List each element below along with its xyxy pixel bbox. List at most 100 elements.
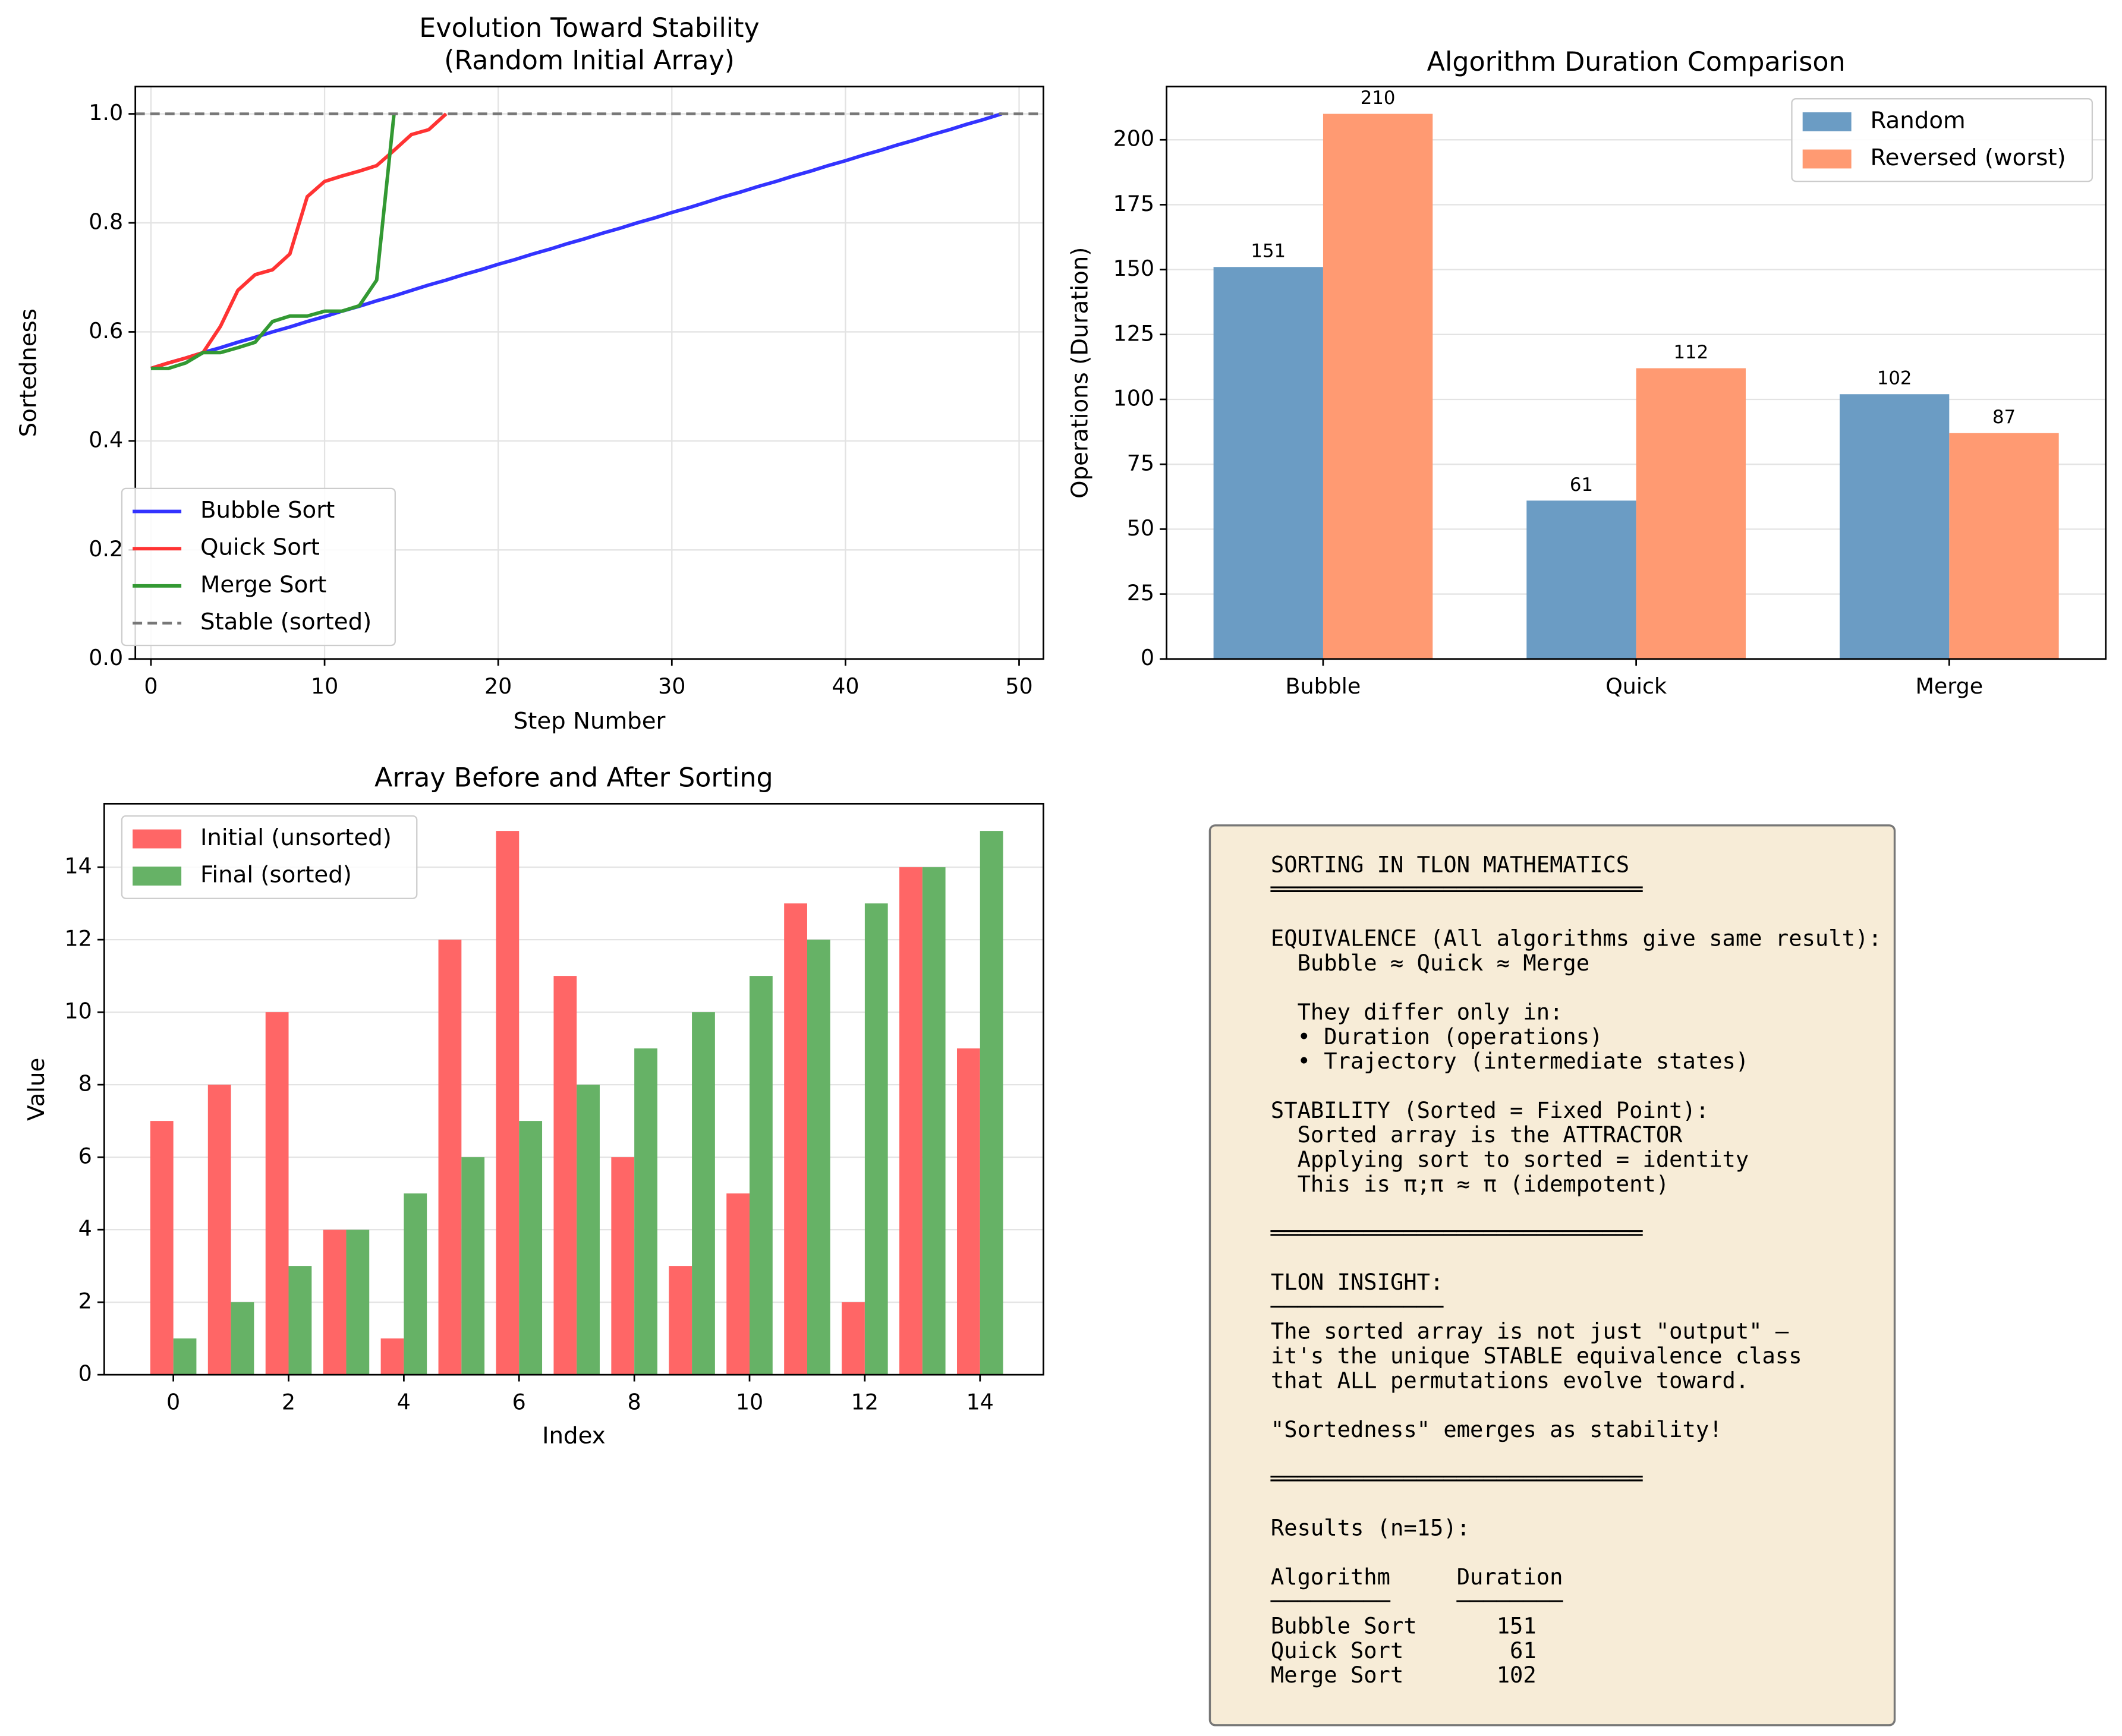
bar (956, 1048, 980, 1375)
bar (346, 1230, 370, 1375)
y-tick-label: 0 (78, 1361, 92, 1387)
x-tick-label: 8 (628, 1389, 641, 1414)
bar (980, 831, 1003, 1375)
x-tick-label: 2 (282, 1389, 295, 1414)
x-tick-label: 6 (512, 1389, 526, 1414)
bar (207, 1085, 231, 1375)
chart-title: Algorithm Duration Comparison (1427, 47, 1846, 77)
y-tick-label: 0.6 (89, 318, 123, 344)
y-tick-label: 14 (64, 853, 92, 879)
bar (461, 1157, 485, 1375)
panel-text: ════════════════════════════ (1270, 1220, 1643, 1246)
axes-frame (1166, 86, 2107, 660)
bar (288, 1266, 312, 1375)
y-tick-label: 0.8 (89, 209, 123, 235)
panel-text: Sorted array is the ATTRACTOR (1271, 1122, 1683, 1148)
legend-label: Random (1871, 107, 1966, 134)
legend-label: Final (sorted) (200, 862, 352, 889)
y-tick-label: 100 (1113, 385, 1155, 411)
legend-label: Reversed (worst) (1871, 144, 2066, 171)
y-tick-label: 25 (1127, 580, 1154, 606)
bar (922, 867, 946, 1375)
bar (1323, 114, 1433, 659)
bar (231, 1302, 254, 1375)
value-label: 151 (1251, 241, 1286, 262)
legend-box (121, 487, 396, 647)
bar (634, 1048, 657, 1375)
series-line (150, 114, 396, 370)
panel-text: Bubble ≈ Quick ≈ Merge (1271, 950, 1589, 976)
legend-box (1791, 98, 2093, 182)
panel-text: that ALL permutations evolve toward. (1271, 1368, 1749, 1393)
bar (807, 940, 830, 1375)
y-tick-label: 8 (78, 1071, 92, 1097)
panel-text: • Trajectory (intermediate states) (1271, 1048, 1749, 1074)
y-axis-label: Operations (Duration) (1067, 247, 1094, 499)
panel-text: This is π;π ≈ π (idempotent) (1271, 1171, 1669, 1197)
bar (1636, 368, 1746, 659)
panel-text: STABILITY (Sorted = Fixed Point): (1271, 1098, 1709, 1123)
y-axis-label: Sortedness (15, 308, 42, 437)
chart-title: Evolution Toward Stability (419, 13, 760, 43)
bar (864, 903, 888, 1375)
value-label: 102 (1877, 368, 1912, 389)
x-tick-label: Merge (1916, 673, 1984, 699)
y-tick-label: 0.2 (89, 536, 123, 562)
bar (173, 1338, 197, 1375)
bar (150, 1121, 174, 1375)
panel-text: "Sortedness" emerges as stability! (1271, 1417, 1723, 1442)
panel-text: EQUIVALENCE (All algorithms give same re… (1271, 926, 1882, 952)
legend-swatch (133, 867, 182, 886)
panel-text: ───────── ──────── (1270, 1589, 1563, 1614)
legend-swatch (1802, 149, 1852, 169)
value-label: 112 (1673, 342, 1708, 363)
y-tick-label: 6 (78, 1143, 92, 1169)
y-tick-label: 0 (1141, 645, 1154, 670)
x-tick-label: 0 (144, 673, 158, 699)
legend-label: Stable (sorted) (200, 609, 371, 635)
bar (1949, 433, 2059, 659)
y-tick-label: 75 (1127, 450, 1154, 476)
y-tick-label: 0.0 (89, 645, 123, 670)
bar (842, 1302, 865, 1375)
panel-text: Results (n=15): (1271, 1515, 1470, 1540)
y-tick-label: 2 (78, 1288, 92, 1314)
y-tick-label: 0.4 (89, 427, 123, 452)
x-tick-label: 30 (658, 673, 685, 699)
legend-label: Quick Sort (200, 534, 320, 561)
panel-text: it's the unique STABLE equivalence class (1271, 1343, 1802, 1369)
y-tick-label: 175 (1113, 191, 1155, 216)
panel-text: The sorted array is not just "output" — (1271, 1319, 1789, 1344)
panel-text: ════════════════════════════ (1270, 1466, 1643, 1492)
y-tick-label: 200 (1113, 126, 1155, 152)
bar (380, 1338, 404, 1375)
bar (784, 903, 807, 1375)
x-tick-label: 4 (397, 1389, 411, 1414)
axes-frame (103, 802, 1044, 1376)
y-tick-label: 1.0 (89, 100, 123, 125)
panel-text: Quick Sort 61 (1271, 1638, 1537, 1663)
bar (577, 1085, 600, 1375)
x-tick-label: Quick (1605, 673, 1667, 699)
y-axis-label: Value (23, 1058, 50, 1121)
legend-swatch (133, 829, 182, 849)
text-panel-box (1208, 824, 1896, 1726)
bar (438, 940, 462, 1375)
bar (519, 1121, 543, 1375)
value-label: 61 (1570, 474, 1593, 496)
bar (1526, 500, 1636, 659)
bar (1213, 267, 1323, 659)
y-tick-label: 12 (64, 926, 92, 952)
panel-text: Bubble Sort 151 (1271, 1614, 1537, 1639)
panel-text: They differ only in: (1271, 1000, 1563, 1025)
bar (669, 1266, 692, 1375)
bar (404, 1193, 427, 1375)
bar (496, 831, 520, 1375)
bar (1839, 394, 1950, 659)
bar (265, 1012, 289, 1375)
x-tick-label: Bubble (1286, 673, 1361, 699)
legend-label: Merge Sort (200, 571, 326, 598)
bar (553, 976, 577, 1375)
